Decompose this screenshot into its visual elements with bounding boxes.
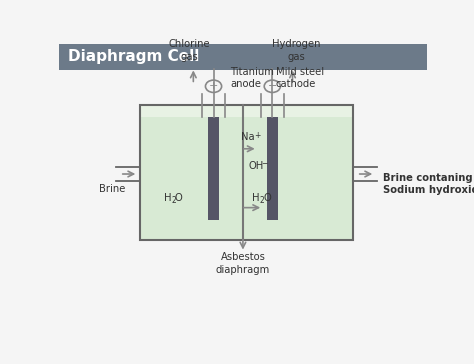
Bar [140, 105, 353, 116]
Text: −: − [261, 159, 268, 168]
Circle shape [264, 80, 281, 92]
Text: Mild steel
cathode: Mild steel cathode [276, 67, 324, 89]
Bar [267, 116, 278, 220]
Text: Chlorine
gas: Chlorine gas [169, 40, 210, 62]
Text: Na: Na [241, 132, 255, 142]
Bar [140, 105, 353, 240]
Bar [59, 44, 427, 70]
Text: 2: 2 [259, 197, 264, 205]
Text: −: − [268, 81, 277, 91]
Bar [208, 116, 219, 220]
Text: +: + [209, 81, 218, 91]
Text: Titanium
anode: Titanium anode [230, 67, 274, 89]
Text: Hydrogen
gas: Hydrogen gas [272, 40, 320, 62]
Text: Brine: Brine [100, 185, 126, 194]
Text: OH: OH [248, 161, 264, 171]
Circle shape [205, 80, 222, 92]
Bar [140, 116, 353, 240]
Text: H: H [252, 193, 260, 203]
Text: H: H [164, 193, 172, 203]
Text: Diaphragm Cell: Diaphragm Cell [68, 50, 200, 64]
Text: Brine contaning
Sodium hydroxide: Brine contaning Sodium hydroxide [383, 173, 474, 195]
Text: O: O [263, 193, 271, 203]
Text: Asbestos
diaphragm: Asbestos diaphragm [216, 253, 270, 275]
Text: 2: 2 [171, 197, 176, 205]
Text: O: O [175, 193, 182, 203]
Text: +: + [254, 131, 260, 140]
